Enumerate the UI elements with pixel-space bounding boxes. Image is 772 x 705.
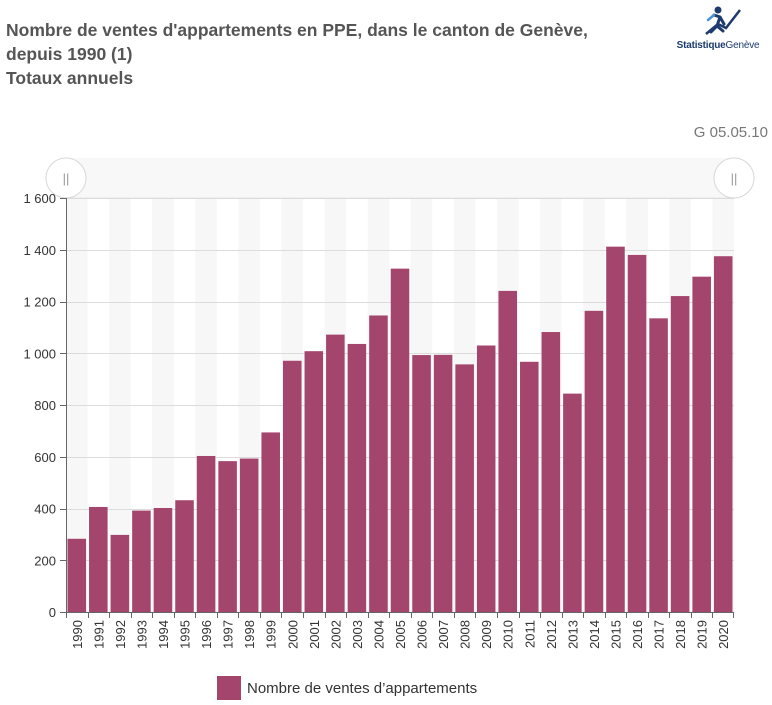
x-tick-label: 2020: [716, 620, 731, 649]
y-tick-label: 200: [34, 553, 56, 568]
x-tick-label: 1998: [242, 620, 257, 649]
bar-2011[interactable]: [520, 361, 539, 612]
bar-2007[interactable]: [433, 354, 453, 612]
x-tick-label: 2018: [673, 620, 688, 649]
y-tick-label: 1 600: [23, 191, 56, 206]
x-tick-label: 2019: [695, 620, 710, 649]
title-line-1: Nombre de ventes d'appartements en PPE, …: [6, 20, 588, 40]
legend[interactable]: Nombre de ventes d’appartements: [217, 676, 477, 700]
running-figure-chart-icon: [705, 6, 741, 35]
bar-2017[interactable]: [649, 318, 668, 612]
bar-1998[interactable]: [239, 458, 259, 612]
x-tick-label: 2003: [350, 620, 365, 649]
x-tick-label: 1991: [91, 620, 106, 649]
legend-label: Nombre de ventes d’appartements: [247, 679, 478, 697]
x-tick-label: 2001: [307, 620, 322, 649]
bar-2019[interactable]: [692, 276, 711, 612]
navigator-track: [66, 158, 734, 198]
bar-1990[interactable]: [67, 538, 87, 612]
x-tick-label: 2015: [608, 620, 623, 649]
x-tick-label: 2005: [393, 620, 408, 649]
bar-2006[interactable]: [412, 355, 431, 612]
chart-title: Nombre de ventes d'appartements en PPE, …: [6, 18, 588, 90]
x-tick-label: 2012: [544, 620, 559, 649]
navigator-right-handle[interactable]: ||: [713, 157, 755, 199]
x-tick-label: 2007: [436, 620, 451, 649]
x-tick-label: 2010: [501, 620, 516, 649]
bar-1995[interactable]: [175, 500, 194, 612]
bar-2001[interactable]: [304, 351, 324, 612]
legend-swatch: [217, 676, 241, 700]
bar-1996[interactable]: [196, 455, 216, 612]
logo-text: StatistiqueGenève: [668, 40, 768, 51]
left-handle-grip: ||: [63, 171, 70, 186]
x-tick-label: 2008: [458, 620, 473, 649]
bar-2003[interactable]: [347, 343, 367, 612]
bar-1997[interactable]: [218, 461, 237, 612]
x-tick-label: 2014: [587, 620, 602, 649]
title-line-3: Totaux annuels: [6, 68, 134, 88]
x-tick-label: 1994: [156, 620, 171, 649]
statistique-geneve-logo: StatistiqueGenève: [668, 4, 768, 56]
x-tick-label: 1990: [70, 620, 85, 649]
bar-1992[interactable]: [110, 534, 130, 612]
x-tick-label: 2004: [371, 620, 386, 649]
bar-2018[interactable]: [670, 296, 690, 612]
x-tick-label: 2016: [630, 620, 645, 649]
x-tick-label: 2000: [285, 620, 300, 649]
bar-2010[interactable]: [498, 290, 518, 612]
bar-2014[interactable]: [584, 310, 604, 612]
x-tick-label: 2009: [479, 620, 494, 649]
bar-1991[interactable]: [89, 506, 108, 612]
range-navigator: || ||: [45, 157, 755, 199]
x-tick-label: 1999: [264, 620, 279, 649]
bar-1993[interactable]: [132, 510, 151, 612]
title-line-2: depuis 1990 (1): [6, 44, 133, 64]
x-tick-label: 1995: [178, 620, 193, 649]
x-tick-label: 1996: [199, 620, 214, 649]
x-tick-label: 2017: [652, 620, 667, 649]
bar-2012[interactable]: [541, 332, 561, 612]
x-tick-label: 2013: [565, 620, 580, 649]
y-tick-label: 1 000: [23, 346, 56, 361]
bar-2016[interactable]: [627, 254, 647, 613]
y-tick-label: 1 200: [23, 295, 56, 310]
x-tick-label: 2002: [328, 620, 343, 649]
right-handle-grip: ||: [731, 171, 738, 186]
x-tick-label: 1993: [134, 620, 149, 649]
logo-text-bold: Statistique: [676, 40, 726, 51]
bar-1999[interactable]: [261, 432, 280, 612]
bar-2020[interactable]: [713, 256, 733, 612]
bar-2015[interactable]: [606, 246, 625, 612]
x-tick-label: 2011: [522, 620, 537, 648]
bar-1994[interactable]: [153, 507, 173, 612]
bar-2008[interactable]: [455, 364, 474, 612]
bar-2005[interactable]: [390, 268, 410, 612]
x-tick-label: 1992: [113, 620, 128, 649]
logo-text-light: Genève: [725, 40, 760, 51]
y-tick-label: 800: [34, 398, 56, 413]
y-tick-label: 400: [34, 502, 56, 517]
x-tick-label: 1997: [221, 620, 236, 649]
bar-2004[interactable]: [369, 315, 388, 612]
bar-2000[interactable]: [282, 360, 302, 612]
bar-2009[interactable]: [476, 345, 496, 612]
bar-2013[interactable]: [563, 393, 582, 612]
bar-2002[interactable]: [326, 334, 345, 612]
chart-code: G 05.05.10: [693, 124, 768, 141]
y-tick-label: 0: [49, 605, 56, 620]
y-tick-label: 1 400: [23, 243, 56, 258]
x-tick-label: 2006: [415, 620, 430, 649]
y-tick-label: 600: [34, 450, 56, 465]
